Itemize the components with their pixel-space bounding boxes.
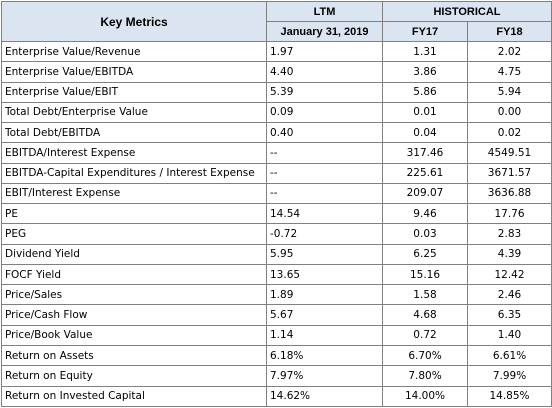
- fy17-value: 15.16: [382, 263, 468, 286]
- table-row: Dividend Yield 5.95 6.25 4.39: [1, 243, 552, 265]
- fy17-value: 6.25: [382, 243, 468, 265]
- historical-heading: HISTORICAL: [382, 1, 552, 22]
- fy17-heading: FY17: [382, 21, 468, 42]
- fy17-value: 5.86: [382, 81, 468, 103]
- table-row: EBIT/Interest Expense -- 209.07 3636.88: [1, 182, 552, 205]
- ltm-value: 0.09: [266, 101, 383, 124]
- ltm-value: 14.54: [266, 203, 383, 225]
- fy17-value: 6.70%: [382, 344, 468, 367]
- metric-label: Return on Equity: [1, 365, 267, 387]
- ltm-heading: LTM: [266, 1, 383, 22]
- fy18-value: 7.99%: [467, 365, 552, 387]
- table-row: Price/Sales 1.89 1.58 2.46: [1, 284, 552, 306]
- fy17-value: 7.80%: [382, 365, 468, 387]
- table-row: Total Debt/EBITDA 0.40 0.04 0.02: [1, 122, 552, 144]
- table-row: Return on Equity 7.97% 7.80% 7.99%: [1, 365, 552, 387]
- ltm-value: 5.95: [266, 243, 383, 265]
- metric-label: Dividend Yield: [1, 243, 267, 265]
- ltm-date-heading: January 31, 2019: [266, 21, 383, 42]
- metric-label: Price/Sales: [1, 284, 267, 306]
- table-row: FOCF Yield 13.65 15.16 12.42: [1, 263, 552, 286]
- ltm-value: -0.72: [266, 223, 383, 245]
- fy18-value: 2.46: [467, 284, 552, 306]
- ltm-value: 0.40: [266, 122, 383, 144]
- table-row: Return on Assets 6.18% 6.70% 6.61%: [1, 344, 552, 367]
- metric-label: EBITDA-Capital Expenditures / Interest E…: [1, 162, 267, 184]
- fy18-value: 0.00: [467, 101, 552, 124]
- fy17-value: 9.46: [382, 203, 468, 225]
- metric-label: EBIT/Interest Expense: [1, 182, 267, 205]
- metric-label: Total Debt/EBITDA: [1, 122, 267, 144]
- ltm-value: 5.39: [266, 81, 383, 103]
- table-body: Enterprise Value/Revenue 1.97 1.31 2.02 …: [1, 40, 552, 408]
- ltm-value: 1.14: [266, 324, 383, 346]
- ltm-value: 14.62%: [266, 385, 383, 408]
- table-row: Total Debt/Enterprise Value 0.09 0.01 0.…: [1, 101, 552, 124]
- ltm-value: --: [266, 182, 383, 205]
- table-row: PEG -0.72 0.03 2.83: [1, 223, 552, 245]
- fy18-value: 3671.57: [467, 162, 552, 184]
- fy18-value: 2.83: [467, 223, 552, 245]
- table-row: PE 14.54 9.46 17.76: [1, 203, 552, 225]
- metric-label: Enterprise Value/EBITDA: [1, 61, 267, 83]
- ltm-value: 7.97%: [266, 365, 383, 387]
- fy18-value: 4.39: [467, 243, 552, 265]
- table-header: Key Metrics LTM HISTORICAL January 31, 2…: [1, 1, 552, 42]
- metric-label: Return on Assets: [1, 344, 267, 367]
- fy18-value: 6.35: [467, 304, 552, 326]
- ltm-value: --: [266, 162, 383, 184]
- fy17-value: 0.03: [382, 223, 468, 245]
- ltm-value: 6.18%: [266, 344, 383, 367]
- table-row: Price/Book Value 1.14 0.72 1.40: [1, 324, 552, 346]
- fy18-value: 17.76: [467, 203, 552, 225]
- fy18-value: 3636.88: [467, 182, 552, 205]
- metric-label: PEG: [1, 223, 267, 245]
- metric-label: FOCF Yield: [1, 263, 267, 286]
- fy18-value: 2.02: [467, 40, 552, 63]
- fy18-value: 4549.51: [467, 142, 552, 164]
- fy17-value: 225.61: [382, 162, 468, 184]
- metric-label: Total Debt/Enterprise Value: [1, 101, 267, 124]
- ltm-value: 1.97: [266, 40, 383, 63]
- ltm-value: 13.65: [266, 263, 383, 286]
- table-row: Enterprise Value/Revenue 1.97 1.31 2.02: [1, 40, 552, 63]
- table-row: Enterprise Value/EBIT 5.39 5.86 5.94: [1, 81, 552, 103]
- metric-label: Price/Cash Flow: [1, 304, 267, 326]
- fy17-value: 0.04: [382, 122, 468, 144]
- fy17-value: 1.31: [382, 40, 468, 63]
- fy17-value: 209.07: [382, 182, 468, 205]
- ltm-value: 1.89: [266, 284, 383, 306]
- metric-label: Price/Book Value: [1, 324, 267, 346]
- ltm-value: 5.67: [266, 304, 383, 326]
- fy18-value: 14.85%: [467, 385, 552, 408]
- fy17-value: 317.46: [382, 142, 468, 164]
- table-row: EBITDA-Capital Expenditures / Interest E…: [1, 162, 552, 184]
- metric-label: Return on Invested Capital: [1, 385, 267, 408]
- table-row: EBITDA/Interest Expense -- 317.46 4549.5…: [1, 142, 552, 164]
- fy18-value: 12.42: [467, 263, 552, 286]
- metric-label: Enterprise Value/EBIT: [1, 81, 267, 103]
- fy17-value: 14.00%: [382, 385, 468, 408]
- fy18-value: 6.61%: [467, 344, 552, 367]
- fy18-value: 1.40: [467, 324, 552, 346]
- ltm-value: 4.40: [266, 61, 383, 83]
- fy17-value: 0.72: [382, 324, 468, 346]
- key-metrics-heading: Key Metrics: [1, 1, 267, 42]
- fy18-heading: FY18: [467, 21, 552, 42]
- table-row: Price/Cash Flow 5.67 4.68 6.35: [1, 304, 552, 326]
- fy17-value: 1.58: [382, 284, 468, 306]
- metric-label: PE: [1, 203, 267, 225]
- fy18-value: 0.02: [467, 122, 552, 144]
- fy17-value: 4.68: [382, 304, 468, 326]
- fy18-value: 4.75: [467, 61, 552, 83]
- table-row: Return on Invested Capital 14.62% 14.00%…: [1, 385, 552, 408]
- metric-label: Enterprise Value/Revenue: [1, 40, 267, 63]
- ltm-value: --: [266, 142, 383, 164]
- fy18-value: 5.94: [467, 81, 552, 103]
- metric-label: EBITDA/Interest Expense: [1, 142, 267, 164]
- fy17-value: 0.01: [382, 101, 468, 124]
- fy17-value: 3.86: [382, 61, 468, 83]
- table-row: Enterprise Value/EBITDA 4.40 3.86 4.75: [1, 61, 552, 83]
